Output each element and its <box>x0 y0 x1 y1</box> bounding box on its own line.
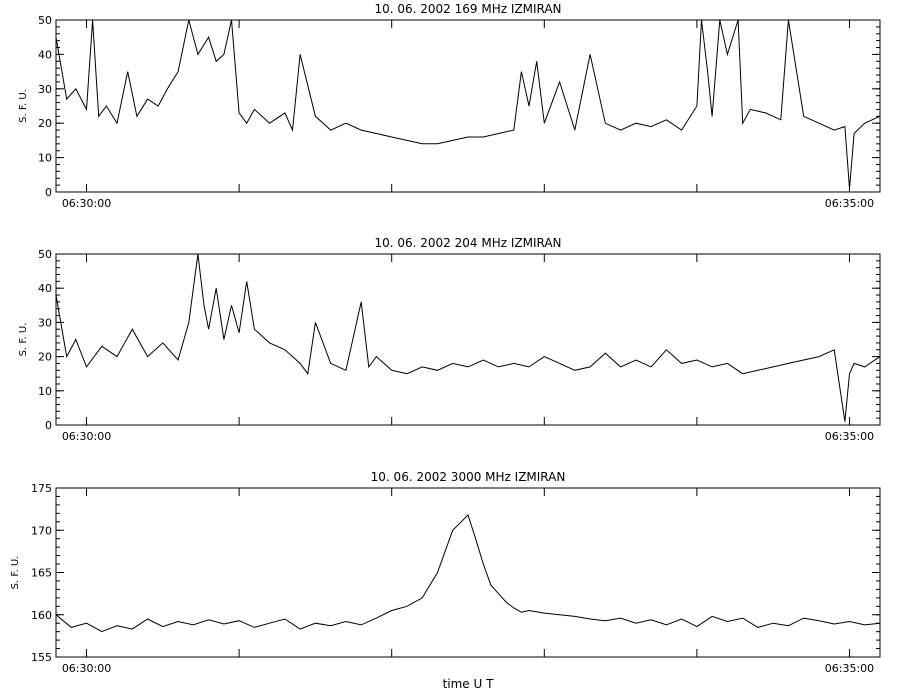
plot-frame <box>55 19 881 193</box>
y-tick-label: 165 <box>31 567 52 580</box>
y-tick-label: 10 <box>38 152 52 165</box>
x-tick-label: 06:35:00 <box>825 662 874 675</box>
chart-panel-1: 10. 06. 2002 169 MHz IZMIRAN S. F. U. 0 10 2… <box>18 2 881 210</box>
y-tick-label: 40 <box>38 48 52 61</box>
chart-title: 10. 06. 2002 169 MHz IZMIRAN <box>374 2 561 16</box>
chart-title: 10. 06. 2002 3000 MHz IZMIRAN <box>371 470 566 484</box>
series-line <box>55 514 881 633</box>
x-tick-label: 06:35:00 <box>825 430 874 443</box>
y-tick-label: 0 <box>45 186 52 199</box>
y-tick-label: 0 <box>45 419 52 432</box>
y-tick-label: 50 <box>38 14 52 27</box>
series-line <box>55 253 881 422</box>
x-tick-label: 06:35:00 <box>825 197 874 210</box>
y-tick-label: 160 <box>31 609 52 622</box>
y-tick-label: 20 <box>38 351 52 364</box>
y-axis-label: S. F. U. <box>10 556 21 590</box>
y-axis-label: S. F. U. <box>18 89 29 123</box>
chart-panel-2: 10. 06. 2002 204 MHz IZMIRAN S. F. U. 0 10 2… <box>18 236 881 443</box>
chart-panel-3: 10. 06. 2002 3000 MHz IZMIRAN S. F. U. 155… <box>10 470 881 675</box>
y-tick-label: 20 <box>38 117 52 130</box>
y-tick-label: 50 <box>38 248 52 261</box>
y-tick-label: 30 <box>38 83 52 96</box>
y-tick-label: 10 <box>38 385 52 398</box>
y-tick-label: 170 <box>31 524 52 537</box>
plot-frame <box>55 253 881 426</box>
y-tick-label: 155 <box>31 651 52 664</box>
y-axis-label: S. F. U. <box>18 323 29 357</box>
x-tick-label: 06:30:00 <box>62 430 111 443</box>
y-tick-label: 175 <box>31 482 52 495</box>
plot-frame <box>55 487 881 658</box>
x-axis-label: time U T <box>443 677 495 691</box>
x-tick-label: 06:30:00 <box>62 197 111 210</box>
y-tick-label: 30 <box>38 316 52 329</box>
y-tick-label: 40 <box>38 282 52 295</box>
series-line <box>55 19 881 189</box>
chart-title: 10. 06. 2002 204 MHz IZMIRAN <box>374 236 561 250</box>
x-tick-label: 06:30:00 <box>62 662 111 675</box>
